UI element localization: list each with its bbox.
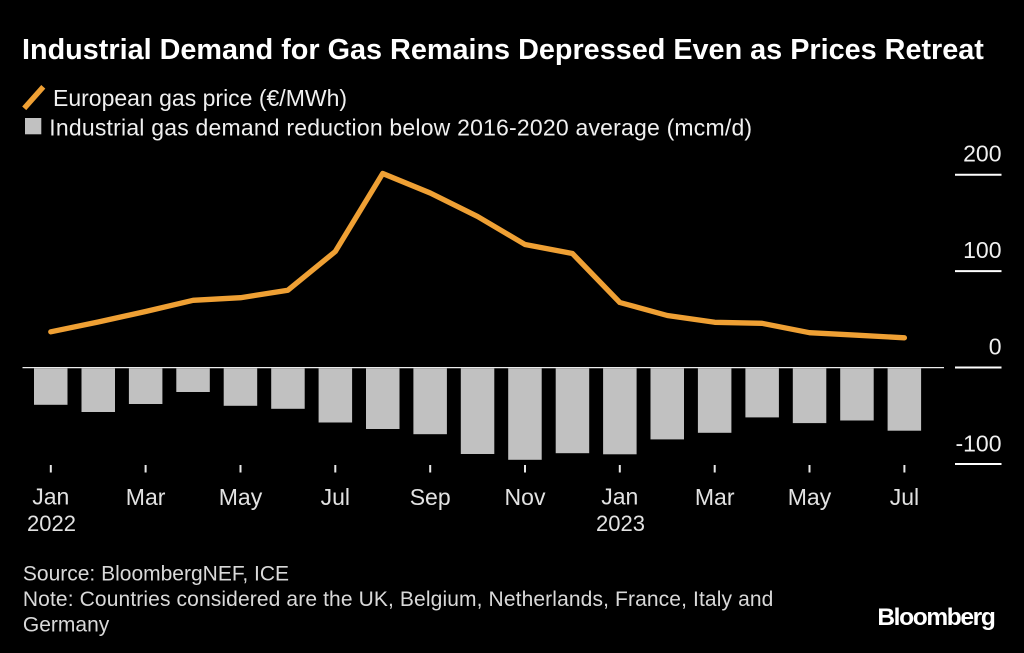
svg-text:Mar: Mar: [126, 484, 166, 510]
svg-text:Note: Countries considered are: Note: Countries considered are the UK, B…: [23, 588, 774, 611]
svg-text:May: May: [788, 484, 832, 510]
svg-text:European gas price (€/MWh): European gas price (€/MWh): [53, 85, 347, 111]
svg-text:100: 100: [963, 237, 1001, 263]
svg-text:2022: 2022: [27, 511, 76, 536]
svg-text:200: 200: [963, 141, 1001, 167]
svg-text:Source: BloombergNEF, ICE: Source: BloombergNEF, ICE: [23, 563, 289, 586]
svg-text:0: 0: [989, 333, 1002, 359]
svg-text:Industrial Demand for Gas Rema: Industrial Demand for Gas Remains Depres…: [22, 34, 984, 66]
svg-text:Jul: Jul: [321, 484, 350, 510]
svg-text:Nov: Nov: [505, 484, 546, 510]
svg-text:Industrial gas demand reductio: Industrial gas demand reduction below 20…: [49, 115, 752, 141]
svg-text:Jan: Jan: [32, 483, 69, 509]
svg-text:Sep: Sep: [410, 484, 451, 510]
svg-text:Jul: Jul: [890, 484, 919, 510]
svg-text:-100: -100: [955, 431, 1001, 457]
svg-text:Germany: Germany: [23, 614, 110, 637]
svg-text:2023: 2023: [596, 511, 645, 536]
svg-text:Mar: Mar: [695, 484, 735, 510]
svg-text:Bloomberg: Bloomberg: [877, 604, 995, 631]
svg-text:May: May: [219, 484, 263, 510]
svg-text:Jan: Jan: [601, 483, 638, 509]
